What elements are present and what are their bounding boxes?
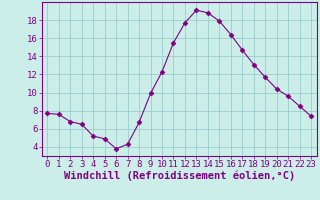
X-axis label: Windchill (Refroidissement éolien,°C): Windchill (Refroidissement éolien,°C) — [64, 171, 295, 181]
